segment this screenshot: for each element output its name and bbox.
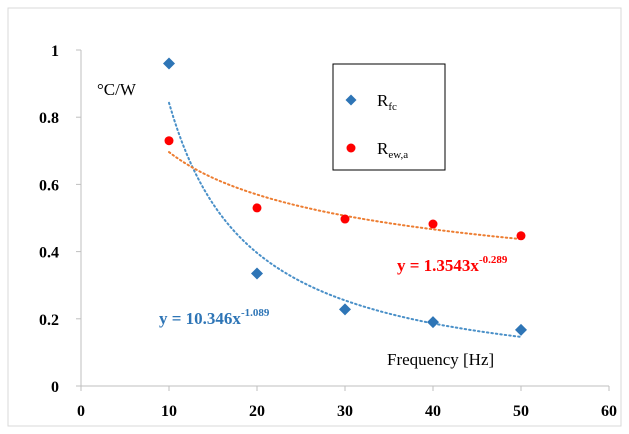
x-tick-label: 40: [425, 403, 441, 420]
x-tick-label: 50: [513, 403, 529, 420]
y-tick-label: 0.6: [39, 177, 59, 194]
legend-marker-diamond: [345, 94, 357, 106]
trendline-equation: y = 10.346x-1.089: [159, 307, 270, 328]
legend: Rfc Rew,a: [332, 63, 446, 171]
y-tick-labels: 0 0.2 0.4 0.6 0.8 1: [39, 43, 81, 396]
data-point-circle: [164, 136, 174, 146]
data-point-diamond: [163, 57, 175, 70]
legend-marker-circle: [346, 143, 356, 153]
trendline-equations: y = 10.346x-1.089 y = 1.3543x-0.289: [159, 254, 508, 328]
chart-area-border: [7, 7, 622, 427]
x-axis-title: Frequency [Hz]: [387, 350, 494, 369]
data-point-diamond: [251, 267, 263, 280]
y-tick-label: 0.4: [39, 245, 59, 262]
axes: 0 0.2 0.4 0.6 0.8 1 0 10 20 30 40 50 60: [39, 43, 617, 420]
y-unit-label: °C/W: [97, 80, 137, 99]
data-point-diamond: [427, 316, 439, 329]
legend-label: Rew,a: [377, 139, 408, 161]
data-point-circle: [428, 219, 438, 229]
trendline-rfc: [168, 101, 522, 338]
data-point-diamond: [515, 323, 527, 336]
x-tick-label: 60: [601, 403, 617, 420]
data-point-circle: [252, 203, 262, 213]
legend-label: Rfc: [377, 91, 397, 113]
x-tick-labels: 0 10 20 30 40 50 60: [77, 386, 617, 420]
data-point-circle: [516, 231, 526, 241]
data-point-circle: [340, 214, 350, 224]
data-point-diamond: [339, 303, 351, 316]
y-tick-label: 0: [51, 379, 59, 396]
x-tick-label: 0: [77, 403, 85, 420]
x-tick-label: 10: [161, 403, 177, 420]
x-tick-label: 20: [249, 403, 265, 420]
data-markers: [163, 57, 527, 336]
trendline-equation: y = 1.3543x-0.289: [397, 254, 508, 275]
y-tick-label: 1: [51, 43, 59, 60]
x-tick-label: 30: [337, 403, 353, 420]
y-tick-label: 0.2: [39, 312, 59, 329]
y-tick-label: 0.8: [39, 110, 59, 127]
